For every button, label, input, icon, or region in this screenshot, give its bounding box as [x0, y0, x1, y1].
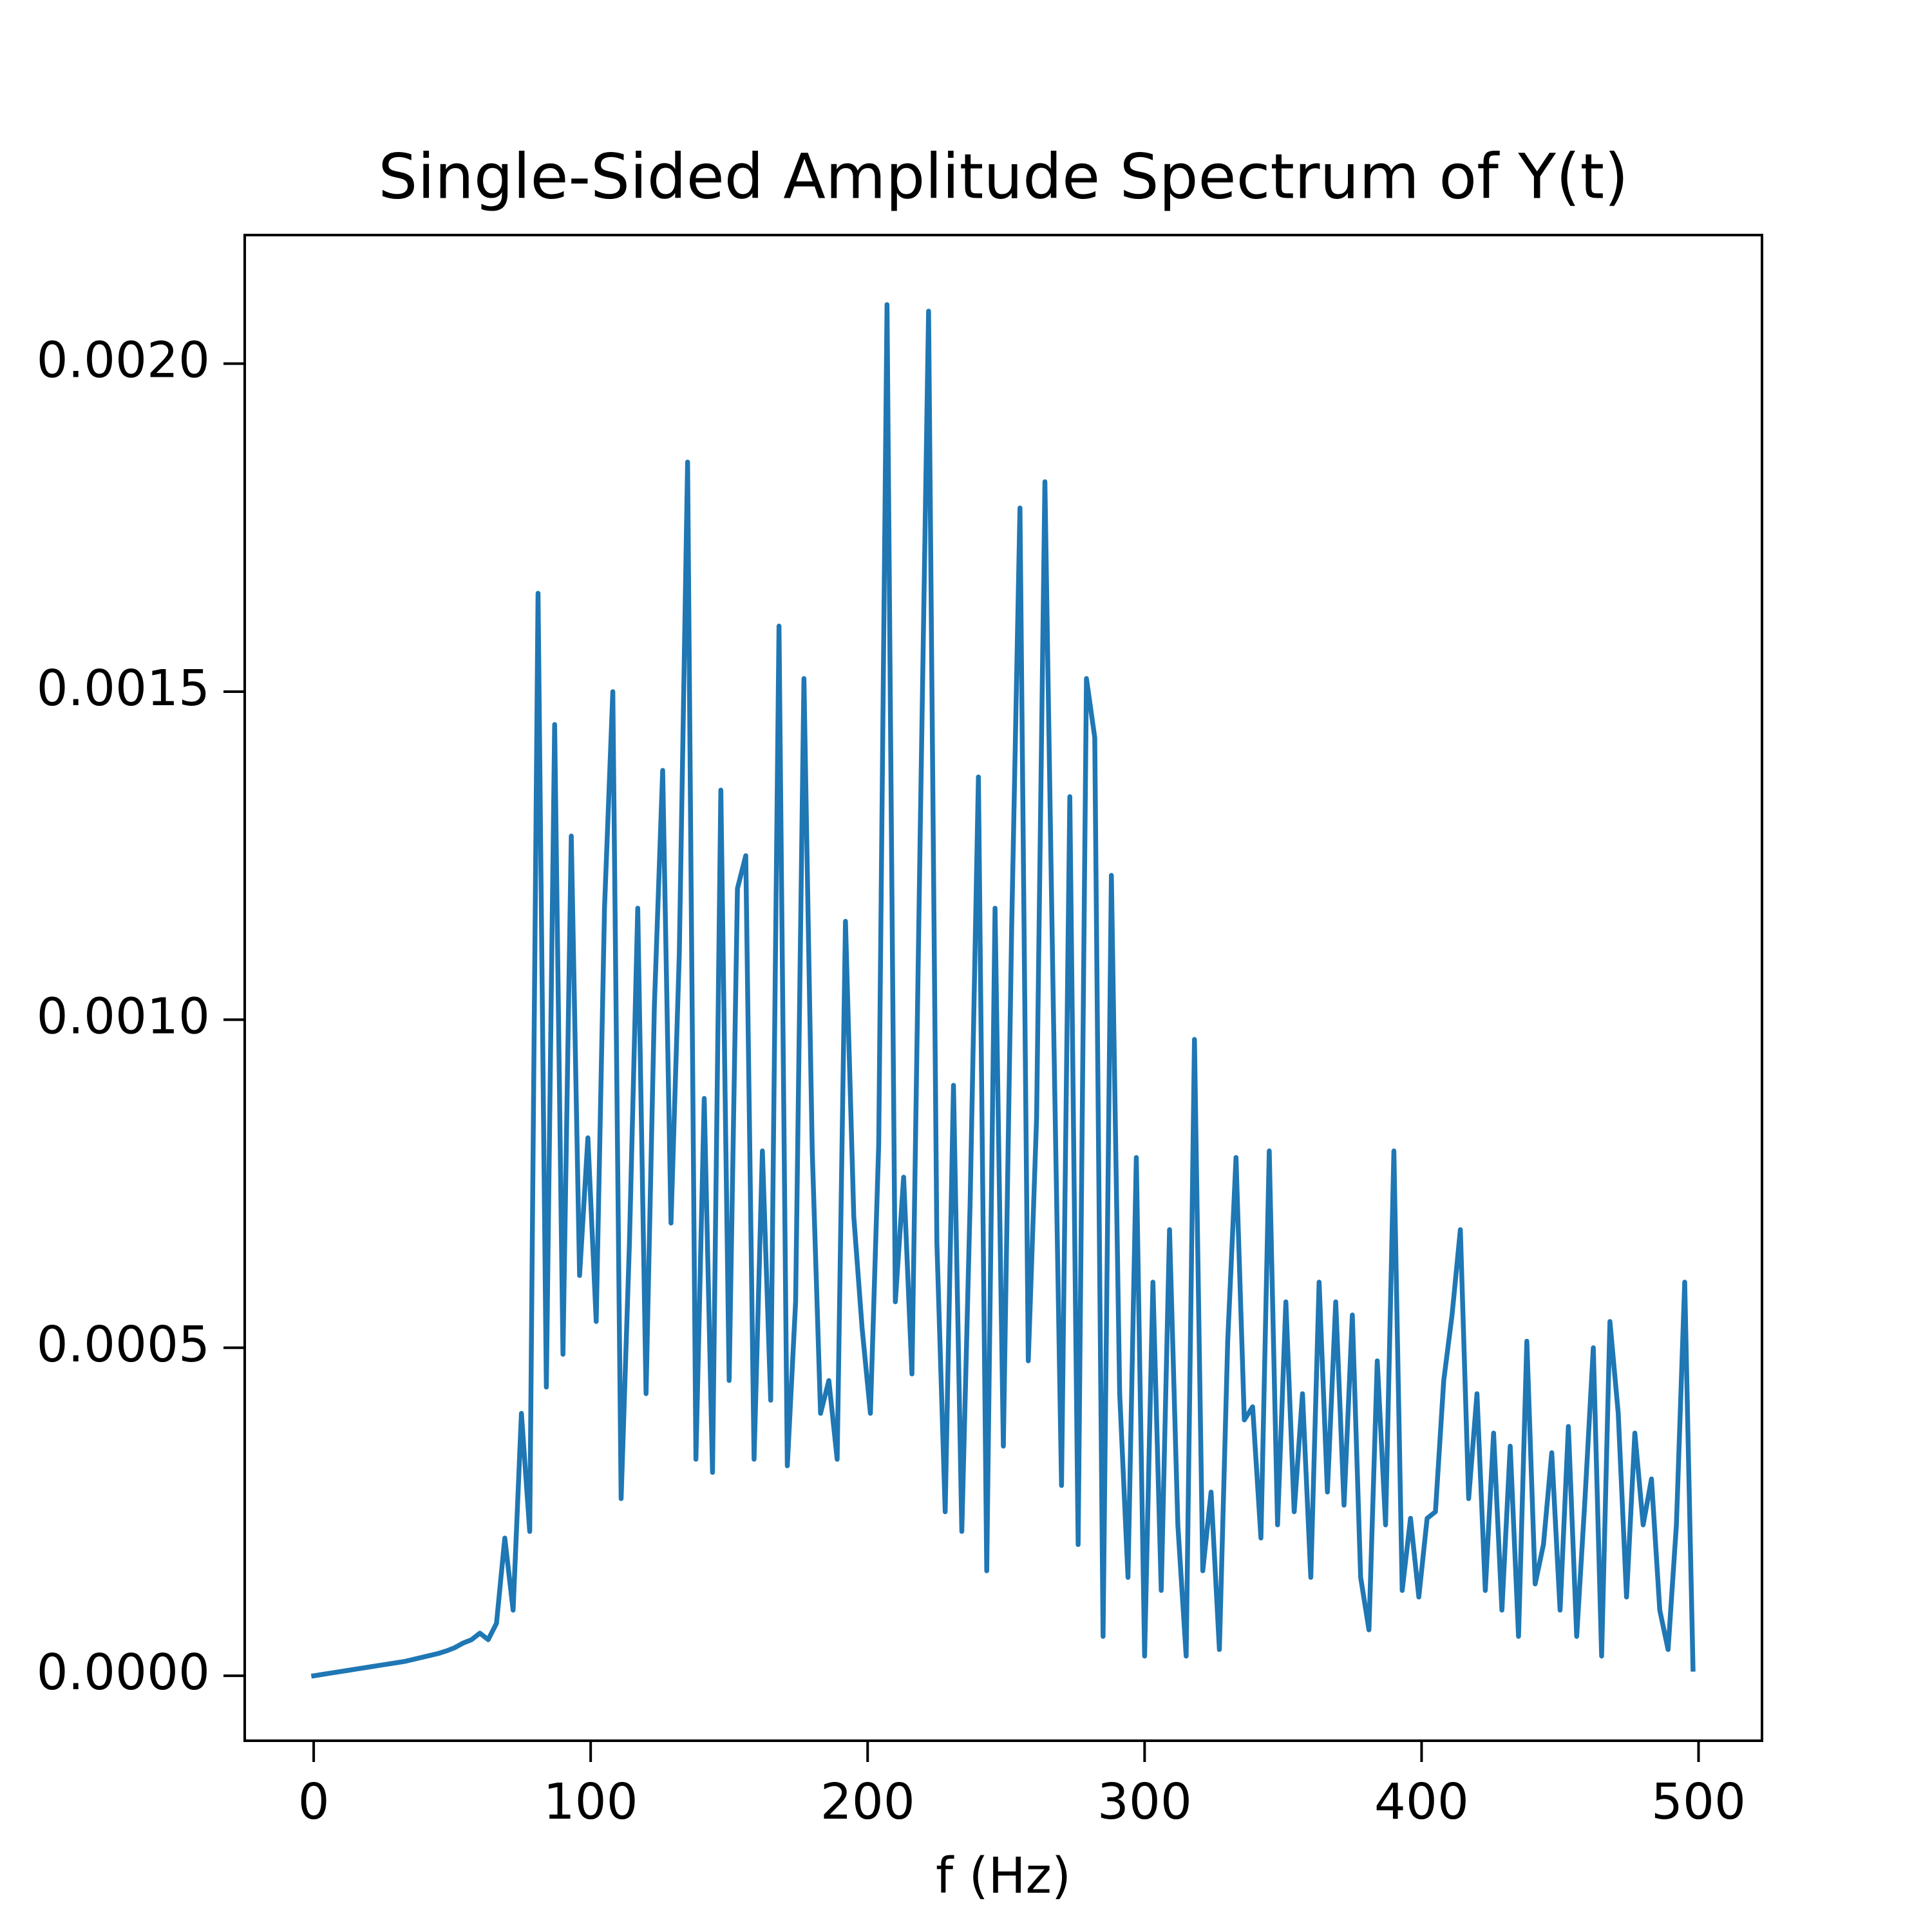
x-axis-label: f (Hz): [936, 1848, 1071, 1905]
x-tick-label: 0: [298, 1774, 330, 1831]
spectrum-line: [310, 302, 1696, 1679]
x-tick-label: 300: [1097, 1774, 1192, 1831]
x-tick-label: 400: [1374, 1774, 1469, 1831]
x-tick-label: 500: [1651, 1774, 1746, 1831]
plot-frame: [243, 234, 1763, 1742]
y-tick-label: 0.0000: [37, 1644, 210, 1701]
x-tick-label: 100: [544, 1774, 638, 1831]
chart-title: Single-Sided Amplitude Spectrum of Y(t): [378, 140, 1628, 213]
y-tick-label: 0.0020: [37, 332, 210, 390]
y-tick-label: 0.0010: [37, 988, 210, 1045]
y-tick-label: 0.0005: [37, 1316, 210, 1374]
x-tick-label: 200: [820, 1774, 915, 1831]
y-tick-label: 0.0015: [37, 660, 210, 717]
